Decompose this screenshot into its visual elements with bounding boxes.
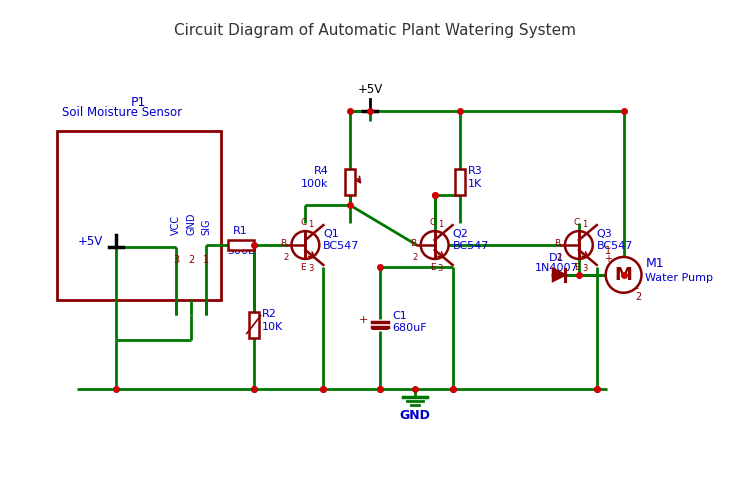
Bar <box>228 240 254 250</box>
Text: P1: P1 <box>131 96 146 109</box>
Text: 2: 2 <box>188 255 194 265</box>
Bar <box>57 130 220 300</box>
Text: +5V: +5V <box>77 234 103 248</box>
Text: 500E: 500E <box>226 246 255 256</box>
Text: B: B <box>554 238 560 248</box>
Text: 2: 2 <box>284 253 289 262</box>
Text: -: - <box>634 283 638 293</box>
Circle shape <box>565 231 592 259</box>
Text: B: B <box>410 238 416 248</box>
Text: SIG: SIG <box>201 218 211 235</box>
Bar <box>372 327 388 330</box>
Text: 3: 3 <box>582 264 587 273</box>
Text: +: + <box>604 254 612 264</box>
Text: 1: 1 <box>438 220 443 229</box>
Text: 1K: 1K <box>467 180 482 190</box>
Text: VCC: VCC <box>171 215 181 235</box>
Text: B: B <box>280 238 286 248</box>
Text: BC547: BC547 <box>323 241 360 251</box>
Text: Soil Moisture Sensor: Soil Moisture Sensor <box>62 106 182 118</box>
Text: 3: 3 <box>173 255 179 265</box>
Polygon shape <box>553 269 565 281</box>
Text: 1: 1 <box>203 255 209 265</box>
Text: 10K: 10K <box>262 322 283 332</box>
Text: 680uF: 680uF <box>392 322 427 332</box>
Text: 3: 3 <box>308 264 314 273</box>
Circle shape <box>606 257 641 293</box>
Text: 1: 1 <box>582 220 587 229</box>
Text: C1: C1 <box>392 310 406 320</box>
Text: 1: 1 <box>604 246 610 256</box>
Text: Water Pump: Water Pump <box>646 273 713 283</box>
Text: Q3: Q3 <box>597 229 613 239</box>
Text: R3: R3 <box>467 166 482 176</box>
Circle shape <box>292 231 320 259</box>
Bar <box>345 170 355 196</box>
Text: 1N4007: 1N4007 <box>536 263 579 273</box>
Text: D1: D1 <box>549 253 565 263</box>
Text: GND: GND <box>399 409 430 422</box>
Text: E: E <box>430 263 436 272</box>
Text: Q2: Q2 <box>452 229 469 239</box>
Text: 2: 2 <box>413 253 418 262</box>
Bar <box>249 312 259 338</box>
Text: R4: R4 <box>314 166 328 176</box>
Text: Circuit Diagram of Automatic Plant Watering System: Circuit Diagram of Automatic Plant Water… <box>174 24 576 38</box>
Text: GND: GND <box>186 212 196 235</box>
Circle shape <box>421 231 448 259</box>
Text: C: C <box>300 218 307 227</box>
Text: 100k: 100k <box>301 180 328 190</box>
Text: BC547: BC547 <box>597 241 633 251</box>
Text: C: C <box>430 218 436 227</box>
Text: M1: M1 <box>646 257 664 270</box>
Text: BC547: BC547 <box>452 241 489 251</box>
Text: E: E <box>574 263 580 272</box>
Text: 1: 1 <box>308 220 314 229</box>
Text: 2: 2 <box>635 292 642 302</box>
Text: 2: 2 <box>556 253 562 262</box>
Text: C: C <box>574 218 580 227</box>
Text: E: E <box>301 263 306 272</box>
Bar <box>454 170 464 196</box>
Text: R2: R2 <box>262 308 277 318</box>
Text: M: M <box>615 266 632 284</box>
Text: Q1: Q1 <box>323 229 339 239</box>
Text: R1: R1 <box>233 226 248 236</box>
Text: +: + <box>358 314 368 324</box>
Text: +5V: +5V <box>358 83 382 96</box>
Text: 3: 3 <box>438 264 443 273</box>
